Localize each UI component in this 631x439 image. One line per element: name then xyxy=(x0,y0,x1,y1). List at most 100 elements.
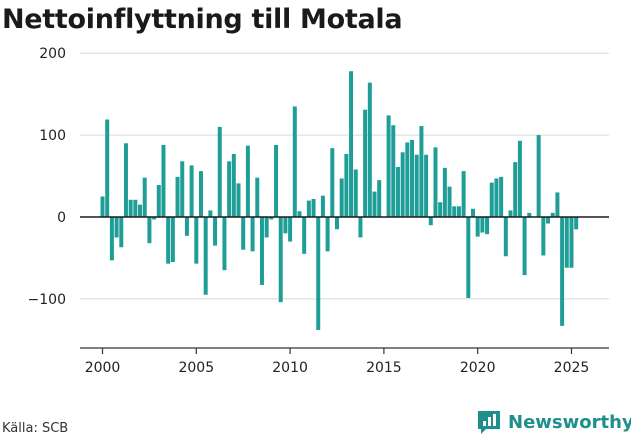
bar-35 xyxy=(264,216,269,238)
bar-36 xyxy=(269,216,274,220)
bar-85 xyxy=(499,176,504,217)
source-note: Källa: SCB xyxy=(2,421,69,436)
bar-67 xyxy=(414,154,419,217)
bar-9 xyxy=(142,177,147,217)
bar-24 xyxy=(213,216,218,246)
bar-41 xyxy=(292,106,297,217)
bar-62 xyxy=(391,125,396,217)
bar-7 xyxy=(133,199,138,217)
bar-54 xyxy=(353,169,358,217)
bar-23 xyxy=(208,210,213,217)
bar-97 xyxy=(555,192,560,217)
bar-29 xyxy=(236,183,241,217)
bar-39 xyxy=(283,216,288,234)
newsworthy-logo-text: Newsworthy xyxy=(508,411,631,433)
bar-20 xyxy=(194,216,199,264)
bar-79 xyxy=(471,208,475,217)
bar-77 xyxy=(461,171,466,217)
bar-10 xyxy=(147,216,152,244)
y-tick-label-3: −100 xyxy=(28,292,66,308)
bar-58 xyxy=(372,191,377,217)
bar-86 xyxy=(503,216,508,257)
bar-31 xyxy=(245,145,250,217)
bar-18 xyxy=(184,216,189,236)
x-tick-label-5: 2025 xyxy=(554,360,590,376)
bar-43 xyxy=(302,216,307,254)
bar-99 xyxy=(564,216,569,268)
bar-95 xyxy=(546,216,551,224)
bar-48 xyxy=(325,216,330,252)
bar-32 xyxy=(250,216,255,252)
bar-51 xyxy=(339,178,344,217)
bar-73 xyxy=(442,167,447,217)
bar-71 xyxy=(433,147,438,217)
bar-96 xyxy=(550,212,555,217)
bar-55 xyxy=(358,216,363,238)
bar-84 xyxy=(494,178,499,217)
x-tick-label-3: 2015 xyxy=(366,360,402,376)
bar-91 xyxy=(527,212,532,217)
bar-42 xyxy=(297,211,302,217)
bar-12 xyxy=(156,185,161,217)
bar-80 xyxy=(475,216,480,237)
bar-69 xyxy=(424,154,429,217)
y-tick-label-0: 200 xyxy=(39,46,66,62)
bar-72 xyxy=(438,202,443,217)
bar-53 xyxy=(349,71,354,217)
newsworthy-logo-icon xyxy=(478,411,500,434)
bar-82 xyxy=(485,216,490,235)
bar-68 xyxy=(419,126,424,217)
x-tick-label-0: 2000 xyxy=(85,360,121,376)
bar-19 xyxy=(189,165,194,217)
bar-66 xyxy=(410,139,415,217)
bar-101 xyxy=(574,216,579,230)
bars xyxy=(100,71,579,330)
bar-5 xyxy=(123,143,128,217)
bar-40 xyxy=(288,216,293,242)
bar-13 xyxy=(161,144,166,217)
y-tick-labels: 200 100 0 −100 xyxy=(28,46,66,308)
bar-2 xyxy=(109,216,114,261)
bar-16 xyxy=(175,176,180,217)
bar-57 xyxy=(367,82,372,217)
bar-76 xyxy=(456,206,461,217)
bar-1 xyxy=(105,119,110,217)
bar-90 xyxy=(522,216,527,276)
bar-45 xyxy=(311,198,316,217)
bar-78 xyxy=(466,216,471,299)
bar-56 xyxy=(363,109,368,217)
bar-75 xyxy=(452,206,457,217)
bar-87 xyxy=(508,210,513,217)
bar-47 xyxy=(320,195,325,217)
bar-70 xyxy=(428,216,433,226)
x-tick-label-2: 2010 xyxy=(272,360,308,376)
bar-8 xyxy=(138,204,143,217)
bar-28 xyxy=(231,153,236,217)
bar-11 xyxy=(152,216,157,220)
bar-17 xyxy=(180,161,185,217)
bar-6 xyxy=(128,199,133,217)
bar-37 xyxy=(274,144,279,217)
y-tick-label-2: 0 xyxy=(57,210,66,226)
bar-38 xyxy=(278,216,283,303)
bar-74 xyxy=(447,186,452,217)
chart-title: Nettoinflyttning till Motala xyxy=(2,4,403,35)
bar-64 xyxy=(400,152,405,217)
bar-98 xyxy=(560,216,565,326)
bar-22 xyxy=(203,216,208,295)
bar-26 xyxy=(222,216,227,271)
newsworthy-logo: Newsworthy xyxy=(476,409,631,435)
bar-94 xyxy=(541,216,546,256)
bar-21 xyxy=(199,171,203,217)
bar-46 xyxy=(316,216,321,330)
bar-61 xyxy=(386,115,391,217)
bar-59 xyxy=(377,180,382,217)
bar-27 xyxy=(227,161,232,217)
bar-25 xyxy=(217,126,222,217)
bar-34 xyxy=(259,216,264,285)
bar-63 xyxy=(395,167,400,217)
bar-89 xyxy=(517,140,522,217)
bar-30 xyxy=(241,216,246,250)
y-tick-label-1: 100 xyxy=(39,128,66,144)
